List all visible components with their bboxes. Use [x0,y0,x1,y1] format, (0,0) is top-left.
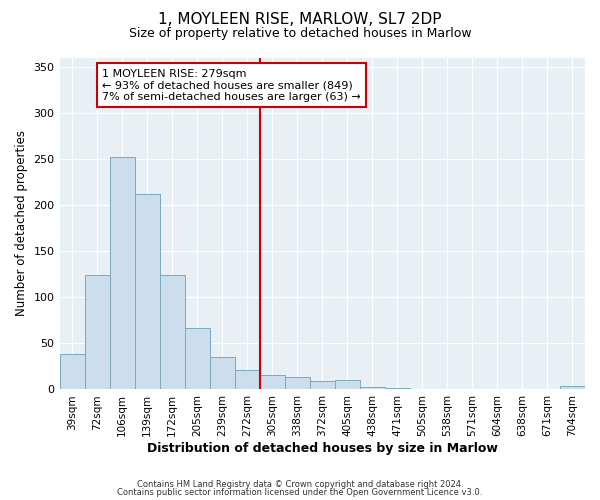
Bar [134,194,160,390]
Text: 1, MOYLEEN RISE, MARLOW, SL7 2DP: 1, MOYLEEN RISE, MARLOW, SL7 2DP [158,12,442,28]
Bar [160,275,185,390]
Text: Contains HM Land Registry data © Crown copyright and database right 2024.: Contains HM Land Registry data © Crown c… [137,480,463,489]
Bar [209,357,235,390]
Bar [335,380,360,390]
Bar [310,381,335,390]
Y-axis label: Number of detached properties: Number of detached properties [15,130,28,316]
Bar [110,157,134,390]
Bar [560,386,585,390]
Bar [185,328,209,390]
Bar [85,275,110,390]
Bar [59,354,85,390]
Bar [285,378,310,390]
X-axis label: Distribution of detached houses by size in Marlow: Distribution of detached houses by size … [147,442,498,455]
Bar [385,388,410,390]
Text: Contains public sector information licensed under the Open Government Licence v3: Contains public sector information licen… [118,488,482,497]
Bar [235,370,260,390]
Text: 1 MOYLEEN RISE: 279sqm
← 93% of detached houses are smaller (849)
7% of semi-det: 1 MOYLEEN RISE: 279sqm ← 93% of detached… [102,68,361,102]
Text: Size of property relative to detached houses in Marlow: Size of property relative to detached ho… [128,28,472,40]
Bar [360,386,385,390]
Bar [260,374,285,390]
